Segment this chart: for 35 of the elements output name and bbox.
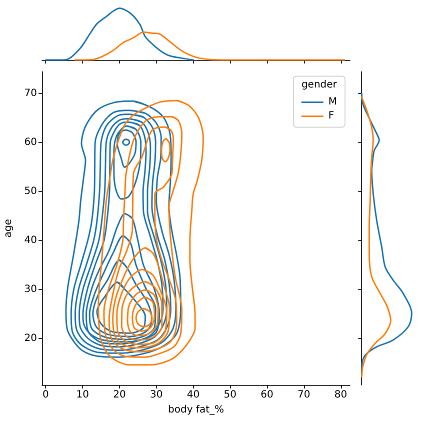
x-tick-label: 10 — [76, 390, 89, 400]
line-series — [88, 234, 156, 340]
line-series — [108, 126, 178, 352]
line-series — [96, 281, 146, 334]
line-series — [135, 308, 153, 328]
x-tick-label: 60 — [260, 390, 274, 400]
line-series — [112, 247, 170, 349]
x-axis-title: body fat_% — [168, 404, 224, 416]
line-series — [103, 116, 183, 358]
y-axis-title: age — [2, 219, 14, 238]
line-series — [116, 268, 168, 346]
legend-title: gender — [301, 80, 338, 91]
y-tick-label: 30 — [24, 284, 37, 296]
line-series — [92, 259, 153, 338]
legend-label: F — [328, 110, 334, 122]
line-series — [98, 100, 204, 366]
line-series — [120, 280, 163, 341]
x-tick-label: 30 — [150, 390, 163, 400]
y-tick-label: 60 — [24, 137, 37, 148]
x-tick-label: 80 — [334, 390, 348, 400]
x-tick-label: 50 — [224, 390, 236, 400]
y-tick-label: 50 — [24, 186, 37, 198]
y-tick-label: 20 — [24, 332, 37, 344]
y-tick-label: 70 — [24, 88, 37, 100]
x-tick-label: 20 — [113, 390, 126, 400]
line-series — [132, 296, 156, 332]
legend-label: M — [328, 96, 338, 108]
line-series — [160, 138, 171, 163]
x-tick-label: 0 — [42, 390, 49, 400]
y-tick-label: 40 — [24, 235, 37, 246]
x-tick-label: 40 — [186, 390, 200, 400]
line-series — [113, 125, 142, 200]
line-series — [126, 289, 159, 336]
line-series — [116, 129, 137, 168]
x-tick-label: 70 — [298, 390, 310, 400]
